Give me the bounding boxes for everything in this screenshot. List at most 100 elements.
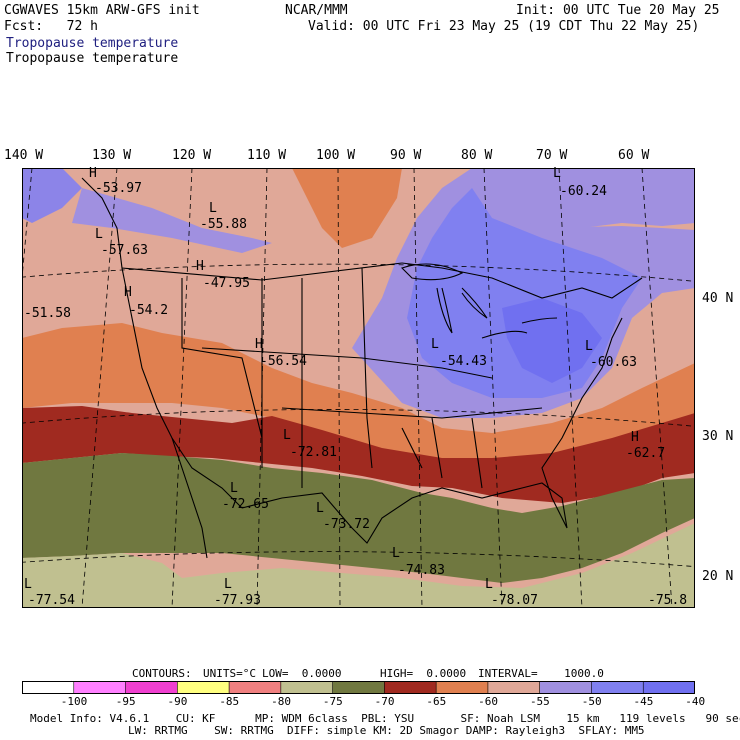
high-marker: H: [255, 337, 263, 352]
colorbar-tick-label: -45: [633, 695, 654, 708]
colorbar-tick-label: -60: [478, 695, 499, 708]
extrema-value: -60.24: [560, 184, 607, 199]
colorbar: [22, 681, 695, 694]
colorbar-cell: [539, 681, 593, 694]
band-70: [22, 453, 695, 583]
band-45-northwest: [22, 168, 82, 223]
field-title-2: Tropopause temperature: [6, 51, 179, 66]
high-marker: H: [196, 259, 204, 274]
extrema-value: -72.65: [222, 497, 269, 512]
colorbar-tick-label: -100: [60, 695, 88, 708]
extrema-value: -47.95: [203, 276, 250, 291]
org-label: NCAR/MMM: [285, 3, 348, 18]
extrema-value: -73.72: [323, 517, 370, 532]
high-marker: H: [631, 430, 639, 445]
extrema-value: -53.97: [95, 181, 142, 196]
lon-label: 140 W: [4, 148, 44, 163]
colorbar-tick-label: -40: [685, 695, 706, 708]
band-65: [22, 406, 695, 503]
low-marker: L: [209, 201, 217, 216]
colorbar-cell: [487, 681, 541, 694]
forecast-hour: Fcst: 72 h: [4, 19, 98, 34]
graticule: [22, 168, 695, 608]
extrema-value: -60.63: [590, 355, 637, 370]
band-50-north: [22, 168, 695, 230]
colorbar-tick-label: -75: [322, 695, 343, 708]
extrema-value: -77.93: [214, 593, 261, 608]
colorbar-cell: [332, 681, 386, 694]
lat-label: 40 N: [702, 291, 734, 306]
colorbar-cell: [384, 681, 437, 694]
lon-label: 120 W: [172, 148, 212, 163]
extrema-value: -78.07: [491, 593, 538, 608]
units-label: UNITS=°C: [203, 667, 256, 680]
low-marker: L: [553, 166, 561, 181]
low-marker: L: [230, 481, 238, 496]
lat-label: 30 N: [702, 429, 734, 444]
colorbar-tick-label: -70: [374, 695, 395, 708]
band-40-east: [502, 298, 602, 383]
colorbar-cell: [591, 681, 645, 694]
low-marker: L: [585, 339, 593, 354]
extrema-value: -72.81: [290, 445, 337, 460]
low-marker: L: [224, 577, 232, 592]
low-marker: L: [316, 501, 324, 516]
tropopause-temperature-map: [22, 168, 695, 608]
map-frame: [22, 168, 695, 608]
lat-label: 20 N: [702, 569, 734, 584]
low-marker: L: [431, 337, 439, 352]
valid-time: Valid: 00 UTC Fri 23 May 25 (19 CDT Thu …: [308, 19, 700, 34]
lon-label: 90 W: [390, 148, 422, 163]
extrema-value: -54.43: [440, 354, 487, 369]
model-title: CGWAVES 15km ARW-GFS init: [4, 3, 200, 18]
lon-label: 60 W: [618, 148, 650, 163]
lon-label: 100 W: [316, 148, 356, 163]
extrema-value: -57.63: [101, 243, 148, 258]
low-marker: L: [95, 227, 103, 242]
extrema-value: -74.83: [398, 563, 445, 578]
colorbar-cell: [280, 681, 334, 694]
colorbar-tick-label: -80: [271, 695, 291, 708]
colorbar-tick-label: -90: [167, 695, 188, 708]
low-marker: L: [283, 428, 291, 443]
band-60-middle: [22, 323, 695, 463]
low-marker: L: [392, 546, 400, 561]
colorbar-cell: [228, 681, 282, 694]
band-60-northcentral: [292, 168, 402, 248]
low-marker: L: [24, 577, 32, 592]
coastlines: [81, 177, 643, 559]
colorbar-tick-label: -95: [115, 695, 136, 708]
colorbar-cell: [22, 681, 75, 694]
contours-label: CONTOURS:: [132, 667, 192, 680]
extrema-value: -75.8: [648, 593, 688, 608]
band-75: [22, 523, 695, 608]
low-label: LOW= 0.0000: [262, 667, 342, 680]
colorbar-tick-label: -50: [581, 695, 602, 708]
colorbar-cell: [125, 681, 179, 694]
colorbar-tick-label: -65: [426, 695, 447, 708]
low-marker: L: [485, 577, 493, 592]
colorbar-cell: [177, 681, 230, 694]
colorbar-cell: [73, 681, 127, 694]
colorbar-tick-label: -85: [219, 695, 240, 708]
extrema-value: -51.58: [24, 306, 71, 321]
init-time: Init: 00 UTC Tue 20 May 25: [516, 3, 720, 18]
colorbar-cell: [642, 681, 695, 694]
extrema-value: -62.7: [626, 446, 666, 461]
extrema-value: -55.88: [200, 217, 247, 232]
interval-label: INTERVAL= 1000.0: [478, 667, 604, 680]
lon-label: 110 W: [247, 148, 287, 163]
lon-label: 70 W: [536, 148, 568, 163]
lon-label: 80 W: [461, 148, 493, 163]
field-title-1: Tropopause temperature: [6, 36, 179, 51]
great-lakes: [400, 263, 558, 339]
high-marker: H: [89, 166, 97, 181]
high-marker: H: [124, 285, 132, 300]
model-info: Model Info: V4.6.1 CU: KF MP: WDM 6class…: [30, 712, 740, 725]
extrema-value: -77.54: [28, 593, 75, 608]
band-50-west: [72, 188, 272, 253]
extrema-value: -54.2: [129, 303, 169, 318]
high-label: HIGH= 0.0000: [380, 667, 467, 680]
physics-info: LW: RRTMG SW: RRTMG DIFF: simple KM: 2D …: [128, 724, 645, 737]
extrema-value: -56.54: [260, 354, 307, 369]
